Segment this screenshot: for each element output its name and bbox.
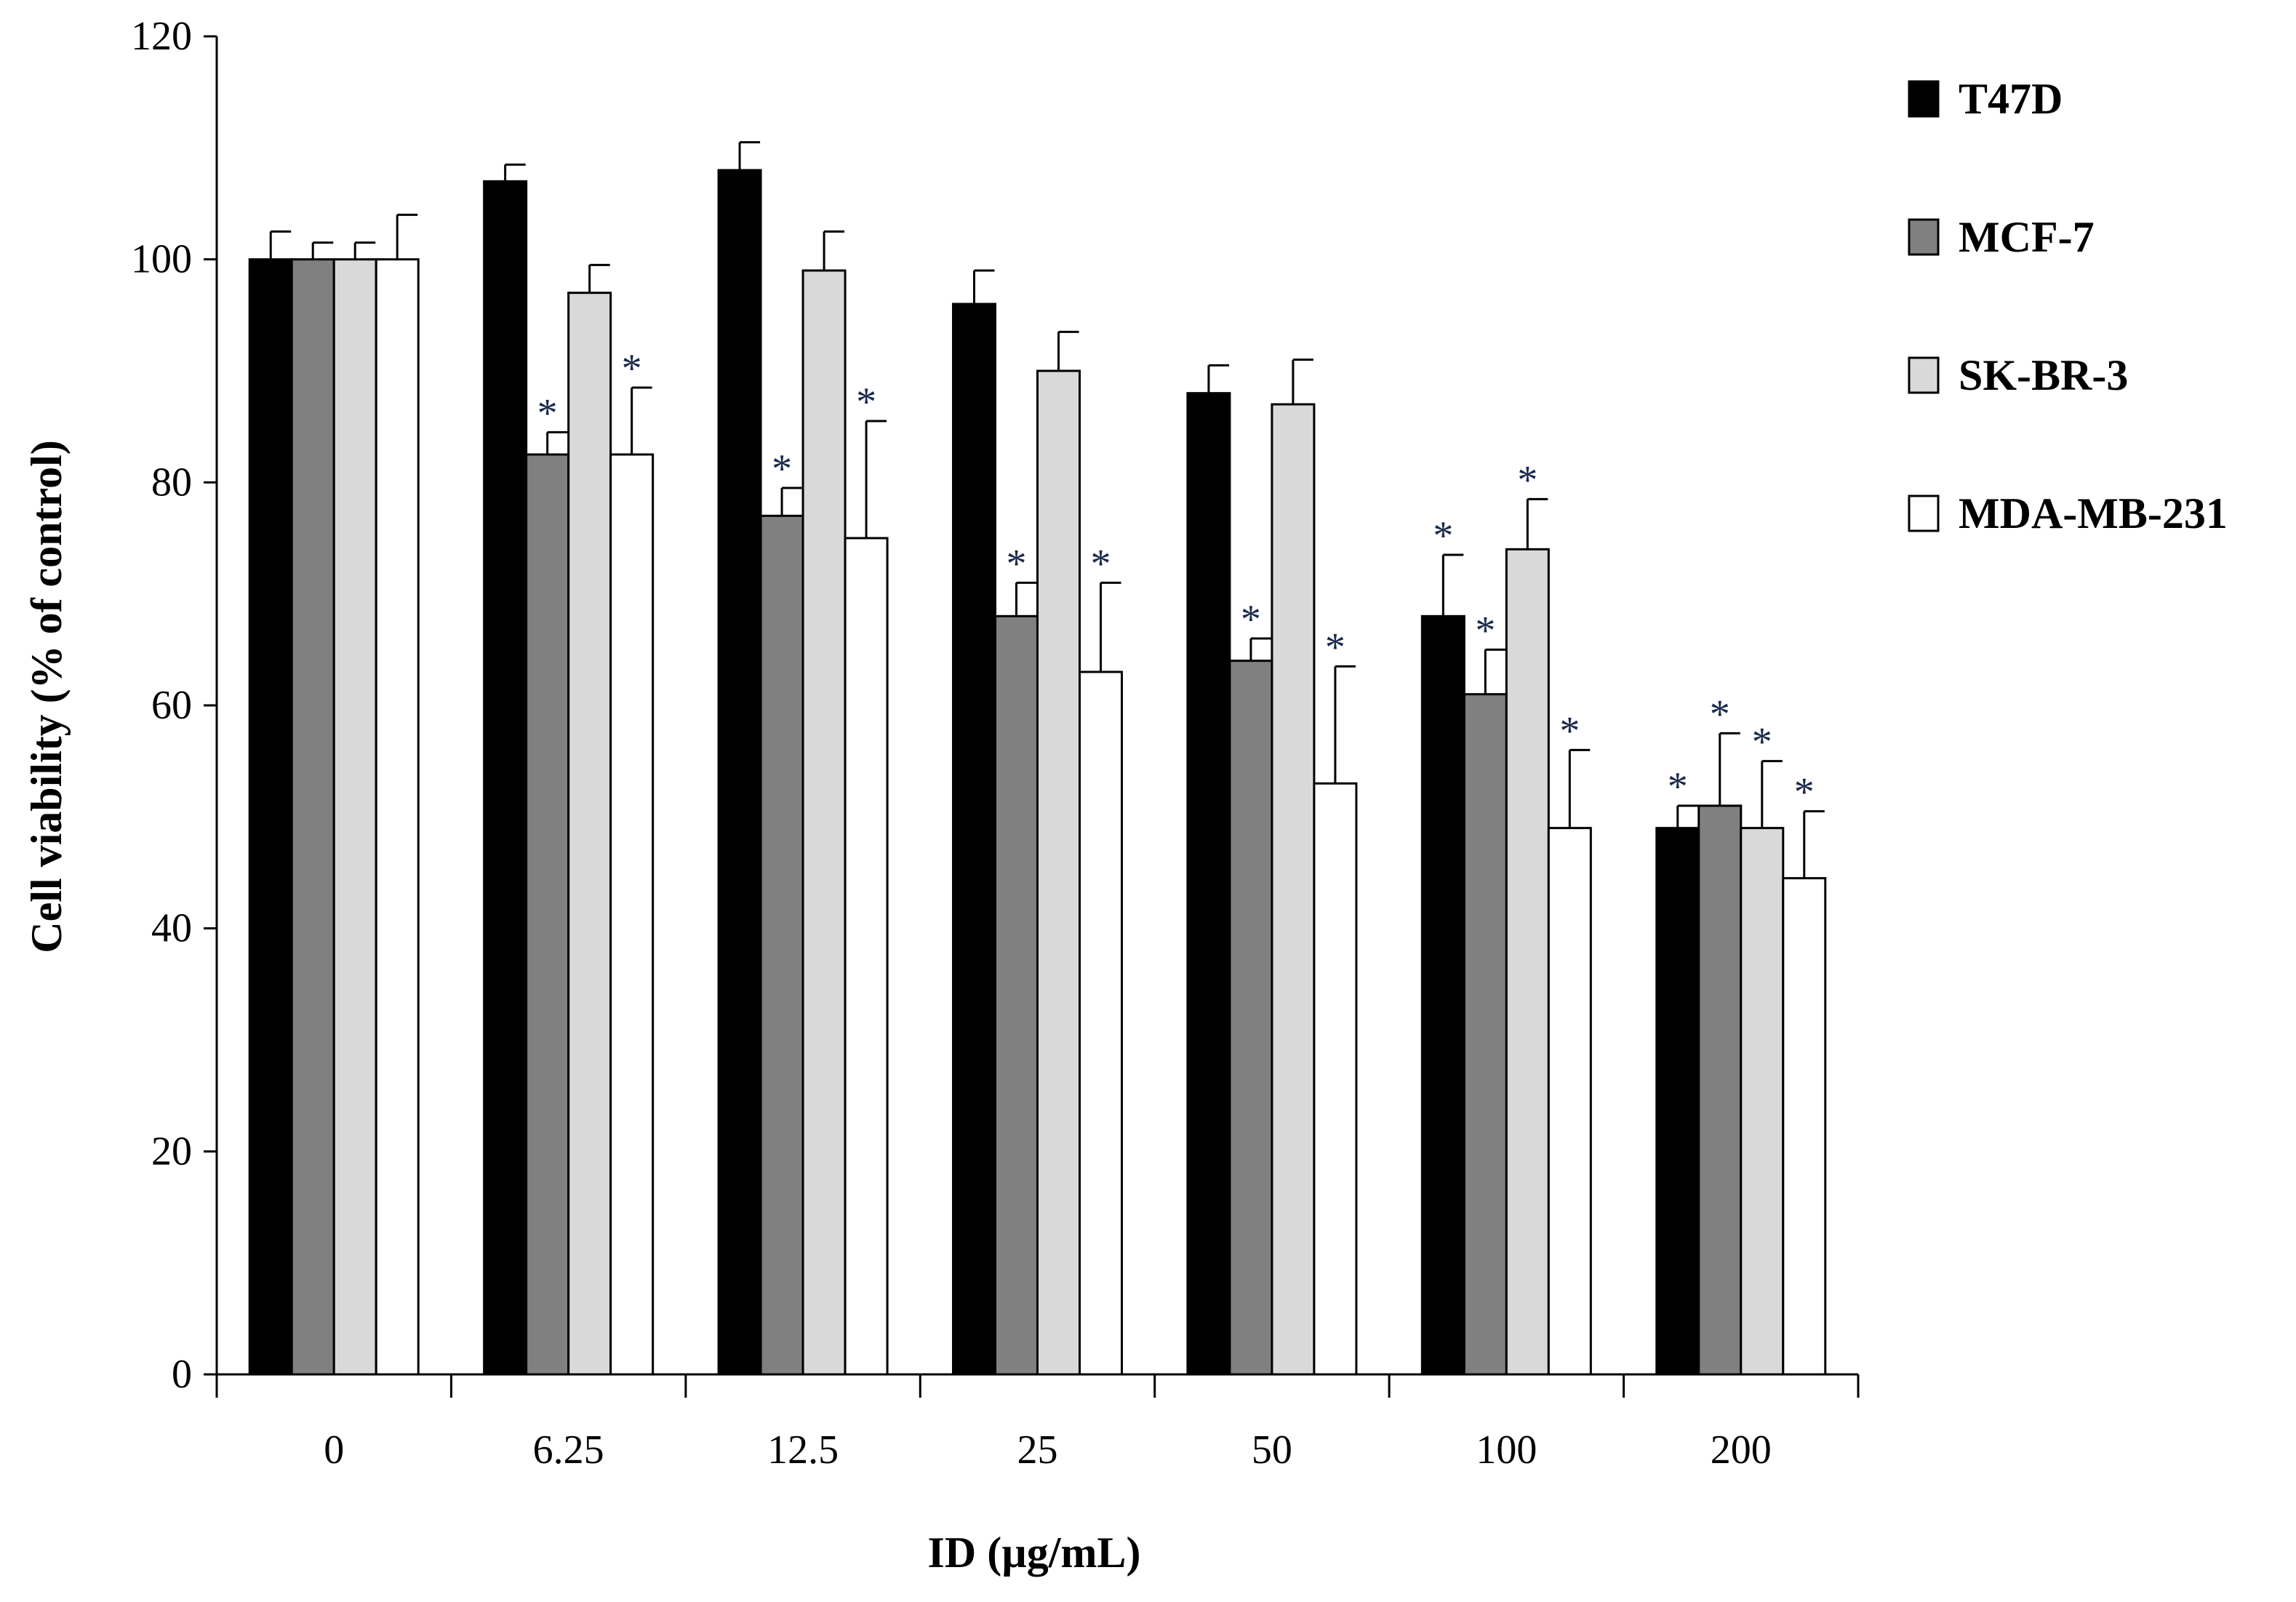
x-tick-label: 6.25 [533, 1427, 604, 1473]
significance-marker: * [772, 446, 792, 492]
bar [994, 614, 1039, 1376]
bar [1782, 877, 1827, 1376]
significance-marker: * [1752, 720, 1772, 765]
y-tick-label: 40 [151, 906, 192, 951]
y-tick-label: 80 [151, 460, 192, 505]
legend-swatch [1908, 80, 1940, 118]
x-tick-label: 50 [1252, 1427, 1292, 1473]
plot-area: 0 20 40 60 80 100 120 0 6.25 12.5 25 50 100 200 * * * * * *… [131, 14, 1860, 1473]
significance-marker: * [1091, 541, 1111, 586]
bar [375, 258, 420, 1376]
significance-marker: * [1433, 513, 1453, 558]
y-tick-label: 60 [151, 683, 192, 728]
legend-label: T47D [1959, 75, 2063, 123]
bar [483, 180, 528, 1376]
significance-marker: * [1559, 708, 1580, 753]
bar [759, 514, 804, 1376]
bar [844, 537, 889, 1376]
significance-marker: * [856, 380, 876, 425]
bar [1547, 827, 1592, 1376]
x-axis-title: ID (µg/mL) [928, 1529, 1141, 1577]
legend-label: SK-BR-3 [1959, 351, 2128, 399]
y-tick-label: 20 [151, 1129, 192, 1174]
bar [1228, 660, 1273, 1376]
legend-label: MDA-MB-231 [1959, 489, 2228, 537]
x-tick-label: 12.5 [767, 1427, 839, 1473]
bar [1420, 614, 1465, 1376]
legend-swatch [1908, 218, 1940, 256]
bar [1186, 392, 1231, 1376]
significance-marker: * [1710, 692, 1730, 737]
bar [1740, 827, 1785, 1376]
x-tick-label: 200 [1711, 1427, 1772, 1473]
legend-label: MCF-7 [1959, 213, 2095, 261]
y-tick-label: 0 [172, 1352, 192, 1397]
bar [1313, 782, 1358, 1376]
bar [609, 453, 655, 1376]
legend-swatch [1908, 494, 1940, 532]
significance-marker: * [1794, 770, 1815, 815]
y-tick-label: 120 [131, 14, 192, 59]
bar [332, 258, 377, 1376]
y-tick-label: 100 [131, 237, 192, 282]
significance-marker: * [1241, 597, 1261, 642]
bar [801, 269, 847, 1376]
bar [290, 258, 335, 1376]
bar [1271, 403, 1316, 1376]
significance-marker: * [622, 346, 642, 391]
bar [952, 303, 996, 1376]
significance-marker: * [537, 391, 558, 436]
significance-marker: * [1007, 541, 1027, 586]
bar [1079, 670, 1123, 1376]
legend: T47D MCF-7 SK-BR-3 MDA-MB-231 [1908, 75, 2228, 537]
x-tick-label: 0 [324, 1427, 344, 1473]
significance-marker: * [1517, 457, 1537, 502]
y-axis-title: Cell viability (% of control) [23, 440, 71, 953]
significance-marker: * [1668, 764, 1688, 809]
bar [248, 258, 293, 1376]
bar [1505, 548, 1550, 1376]
bar [1036, 369, 1081, 1376]
significance-marker: * [1325, 625, 1345, 670]
x-tick-label: 100 [1476, 1427, 1537, 1473]
legend-swatch [1908, 356, 1940, 394]
bar [717, 169, 762, 1376]
significance-marker: * [1475, 608, 1495, 653]
bar [1463, 693, 1508, 1376]
x-tick-label: 25 [1017, 1427, 1058, 1473]
bar [1655, 827, 1700, 1376]
bar [525, 453, 570, 1376]
bar [1697, 804, 1743, 1376]
bar [567, 292, 612, 1376]
